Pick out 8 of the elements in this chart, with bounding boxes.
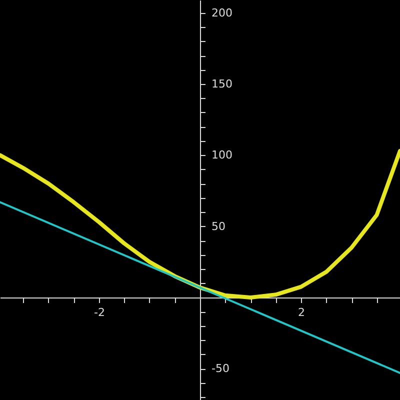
y-tick-label: 100	[212, 148, 232, 162]
y-tick-label: 150	[212, 77, 232, 90]
y-tick-label: 50	[212, 220, 226, 233]
line-series	[0, 148, 400, 300]
x-tick-label: 2	[298, 306, 306, 320]
x-tick-label: -2	[94, 306, 105, 320]
y-tick-label: -50	[212, 362, 230, 376]
y-tick-label: 200	[212, 6, 232, 20]
